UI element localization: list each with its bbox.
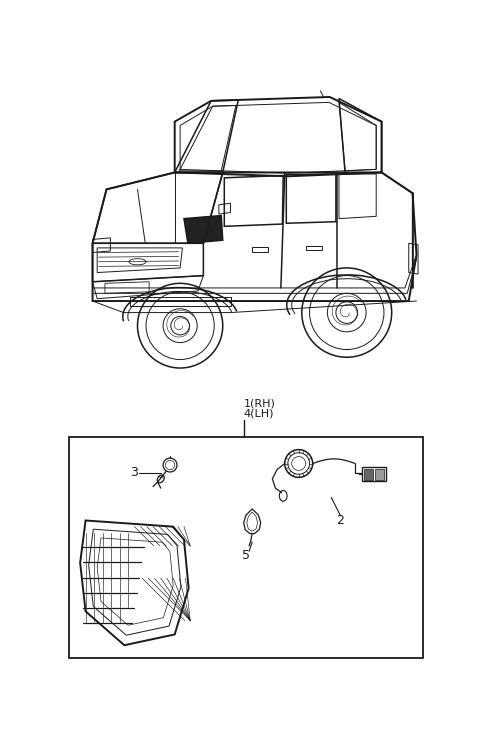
Bar: [364, 469, 373, 480]
Text: 1(RH): 1(RH): [244, 399, 276, 408]
Text: 4(LH): 4(LH): [244, 408, 274, 418]
Polygon shape: [184, 216, 223, 243]
Bar: [69, 437, 423, 658]
Text: 2: 2: [336, 514, 345, 527]
Bar: [375, 469, 384, 480]
Text: 3: 3: [131, 466, 138, 479]
Text: 5: 5: [242, 549, 250, 562]
